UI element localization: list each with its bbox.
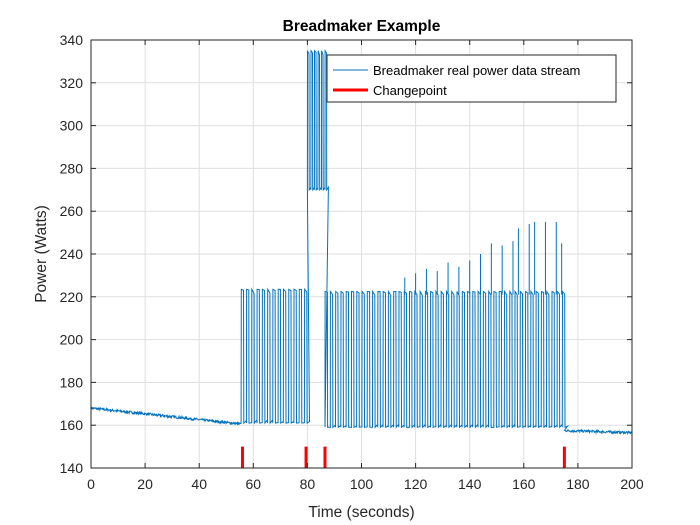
x-tick-label: 160 bbox=[512, 476, 536, 492]
x-tick-label: 0 bbox=[87, 476, 95, 492]
x-tick-label: 200 bbox=[620, 476, 644, 492]
y-tick-label: 240 bbox=[60, 246, 84, 262]
y-tick-label: 280 bbox=[60, 160, 84, 176]
y-tick-label: 340 bbox=[60, 32, 84, 48]
y-tick-label: 200 bbox=[60, 332, 84, 348]
y-tick-label: 320 bbox=[60, 75, 84, 91]
x-tick-label: 20 bbox=[137, 476, 153, 492]
legend-label-power: Breadmaker real power data stream bbox=[373, 63, 580, 78]
x-tick-label: 120 bbox=[404, 476, 428, 492]
x-tick-label: 40 bbox=[191, 476, 207, 492]
y-tick-label: 300 bbox=[60, 118, 84, 134]
x-tick-label: 100 bbox=[350, 476, 374, 492]
y-tick-label: 260 bbox=[60, 203, 84, 219]
y-tick-label: 140 bbox=[60, 460, 84, 476]
y-tick-label: 160 bbox=[60, 417, 84, 433]
x-tick-label: 60 bbox=[246, 476, 262, 492]
x-axis-label: Time (seconds) bbox=[308, 504, 414, 521]
y-tick-label: 220 bbox=[60, 289, 84, 305]
y-axis-label: Power (Watts) bbox=[33, 205, 50, 303]
legend: Breadmaker real power data stream Change… bbox=[326, 54, 617, 103]
y-tick-label: 180 bbox=[60, 374, 84, 390]
legend-box bbox=[326, 54, 617, 103]
power-data-line bbox=[90, 48, 633, 436]
x-tick-label: 80 bbox=[300, 476, 316, 492]
x-tick-label: 140 bbox=[458, 476, 482, 492]
x-tick-label: 180 bbox=[566, 476, 590, 492]
legend-label-changepoint: Changepoint bbox=[373, 83, 447, 98]
axis-ticks: 0 20 40 60 80 100 120 140 160 180 200 140 160 180 200 2… bbox=[60, 32, 644, 492]
chart-title: Breadmaker Example bbox=[283, 18, 441, 35]
data-series bbox=[90, 48, 633, 468]
